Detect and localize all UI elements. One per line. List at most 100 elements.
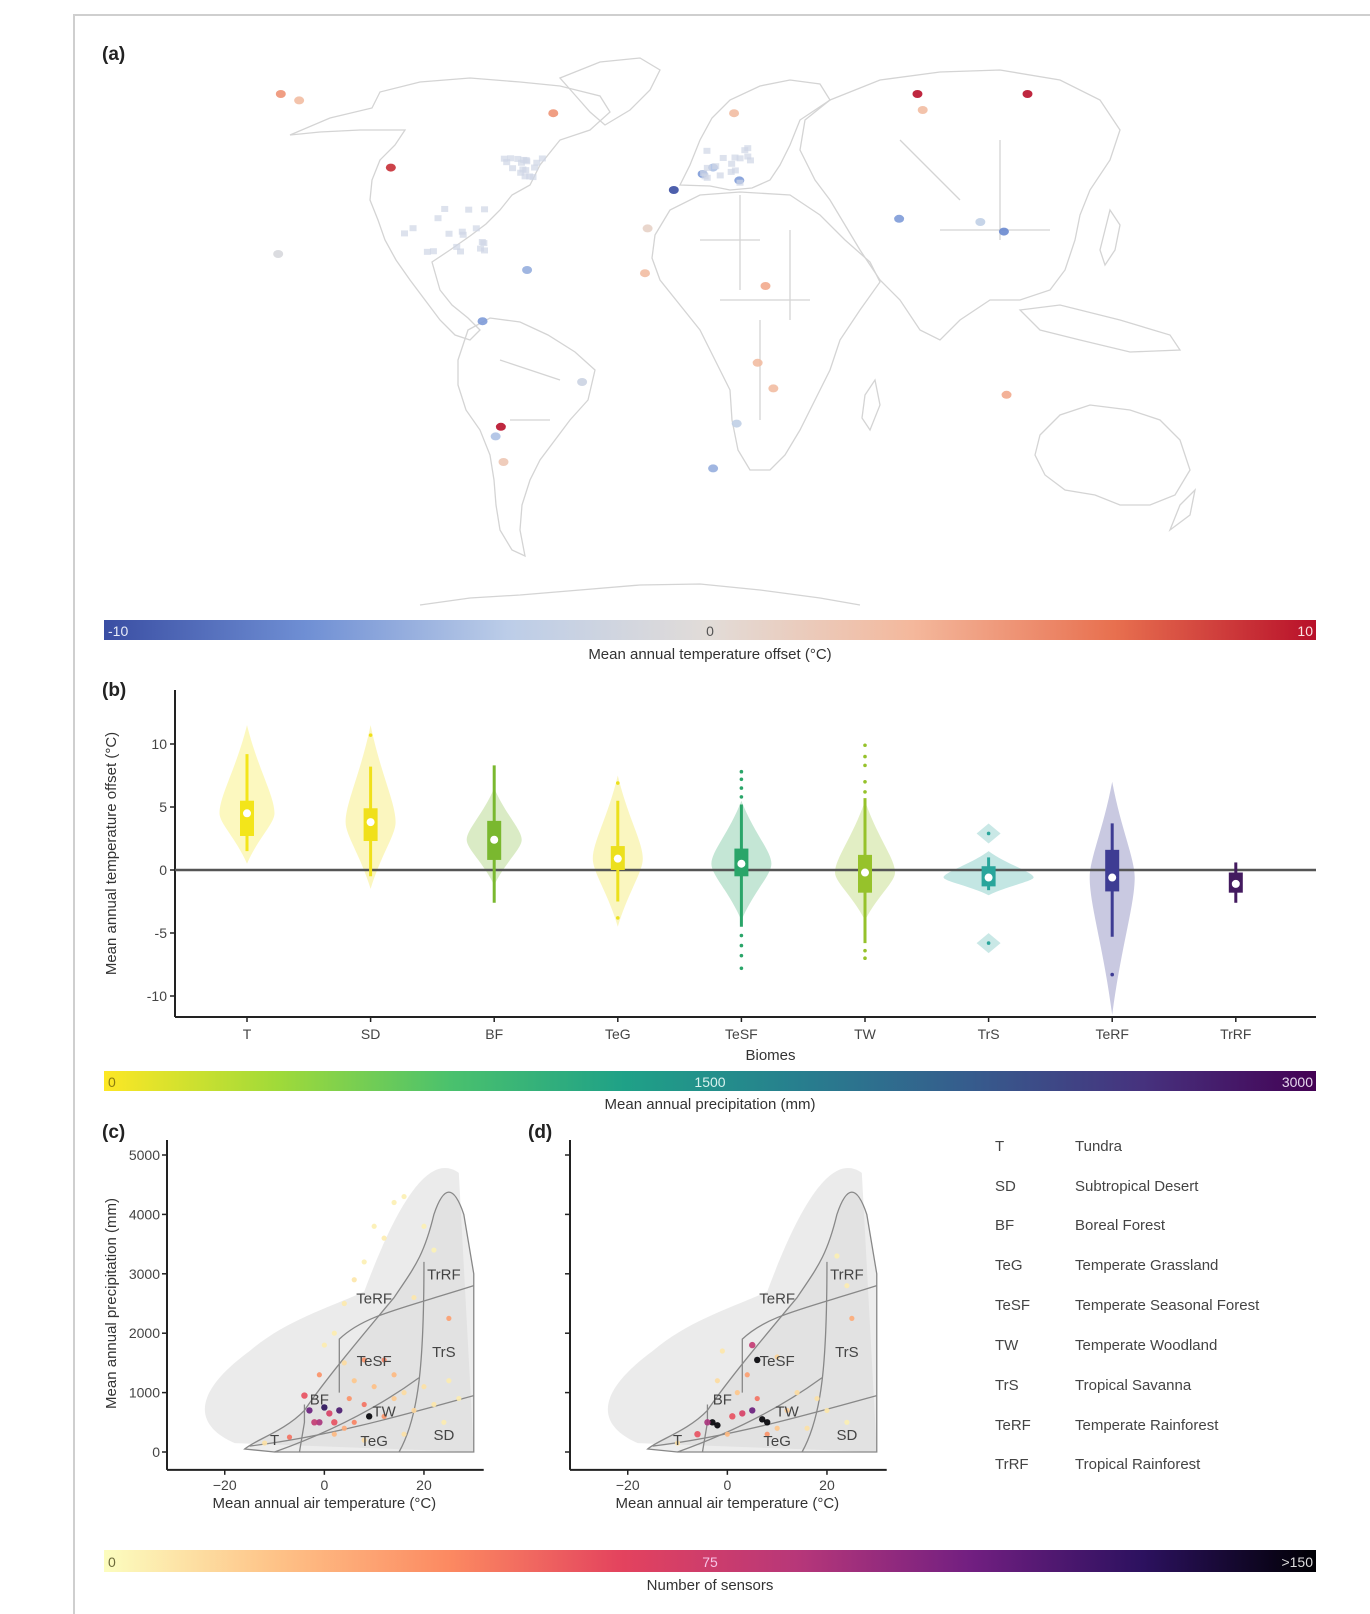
outlier-point bbox=[863, 956, 867, 960]
sensor-hex bbox=[401, 1390, 406, 1395]
outlier-point bbox=[987, 832, 991, 836]
legend-name: Tropical Rainforest bbox=[1075, 1456, 1200, 1473]
sensor-hex bbox=[336, 1407, 342, 1413]
sensor-hex bbox=[421, 1224, 426, 1229]
map-sensor-cluster bbox=[999, 228, 1009, 236]
map-coverage-cell bbox=[465, 207, 472, 213]
asia-outline bbox=[800, 70, 1120, 340]
sensor-hex bbox=[401, 1432, 406, 1437]
sensor-hex bbox=[411, 1408, 416, 1413]
outlier-point bbox=[740, 954, 744, 958]
biome-label-TeRF: TeRF bbox=[759, 1291, 795, 1308]
outlier-point bbox=[863, 949, 867, 953]
x-tick-label: 20 bbox=[416, 1477, 432, 1493]
biome-label-T: T bbox=[270, 1432, 279, 1449]
sensor-hex bbox=[441, 1420, 446, 1425]
sensor-hex bbox=[421, 1384, 426, 1389]
map-coverage-cell bbox=[424, 249, 431, 255]
x-tick-label: TeG bbox=[605, 1026, 631, 1042]
sensor-hex bbox=[352, 1378, 357, 1383]
sensor-hex bbox=[446, 1378, 451, 1383]
sensor-hex bbox=[326, 1410, 332, 1416]
biome-label-TeRF: TeRF bbox=[356, 1291, 392, 1308]
biome-label-T: T bbox=[673, 1432, 682, 1449]
map-coverage-cell bbox=[479, 239, 486, 245]
legend-name: Temperate Seasonal Forest bbox=[1075, 1297, 1259, 1314]
legend-name: Temperate Grassland bbox=[1075, 1257, 1218, 1274]
africa-outline bbox=[652, 192, 880, 470]
biome-label-TeSF: TeSF bbox=[760, 1353, 795, 1370]
map-coverage-cell bbox=[435, 215, 442, 221]
x-tick-label: −20 bbox=[616, 1477, 640, 1493]
sensor-hex bbox=[764, 1419, 770, 1425]
sensor-hex bbox=[456, 1396, 461, 1401]
y-axis-title: Mean annual precipitation (mm) bbox=[103, 1198, 120, 1409]
outlier-point bbox=[740, 786, 744, 790]
sensor-hex bbox=[362, 1259, 367, 1264]
map-coverage-cell bbox=[441, 206, 448, 212]
sensor-hex bbox=[287, 1435, 292, 1440]
map-coverage-cell bbox=[533, 160, 540, 166]
sensor-hex bbox=[704, 1419, 710, 1425]
sensor-hex bbox=[694, 1431, 700, 1437]
y-tick-label: 0 bbox=[152, 1444, 160, 1460]
map-sensor-cluster bbox=[640, 269, 650, 277]
sensor-hex bbox=[755, 1396, 760, 1401]
sensor-hex bbox=[411, 1295, 416, 1300]
sensor-hex bbox=[824, 1408, 829, 1413]
map-coverage-cell bbox=[728, 161, 735, 167]
outlier-point bbox=[616, 781, 620, 785]
box-TeRF bbox=[1105, 850, 1119, 892]
map-coverage-cell bbox=[430, 248, 437, 254]
biome-label-TeG: TeG bbox=[360, 1433, 388, 1450]
map-sensor-cluster bbox=[894, 215, 904, 223]
legend-abbr: TeSF bbox=[995, 1297, 1030, 1314]
map-coverage-cell bbox=[731, 155, 738, 161]
outlier-point bbox=[740, 934, 744, 938]
y-tick-label: 4000 bbox=[129, 1206, 160, 1222]
y-tick-label: -10 bbox=[147, 988, 167, 1004]
map-coverage-cell bbox=[712, 163, 719, 169]
y-tick-label: 1000 bbox=[129, 1385, 160, 1401]
y-tick-label: 3000 bbox=[129, 1266, 160, 1282]
outlier-point bbox=[1110, 973, 1114, 977]
x-tick-label: −20 bbox=[213, 1477, 237, 1493]
outlier-point bbox=[740, 770, 744, 774]
sensor-hex bbox=[720, 1348, 725, 1353]
map-sensor-cluster bbox=[732, 420, 742, 428]
x-tick-label: TrRF bbox=[1220, 1026, 1251, 1042]
map-sensor-cluster bbox=[643, 224, 653, 232]
x-tick-label: 0 bbox=[320, 1477, 328, 1493]
map-coverage-cell bbox=[744, 153, 751, 159]
outlier-point bbox=[863, 764, 867, 768]
sensor-hex bbox=[342, 1360, 347, 1365]
violin-x-axis-title: Biomes bbox=[745, 1047, 795, 1064]
outlier-point bbox=[616, 916, 620, 920]
sensor-hex bbox=[352, 1420, 357, 1425]
map-sensor-cluster bbox=[708, 464, 718, 472]
map-sensor-cluster bbox=[669, 186, 679, 194]
sensor-hex bbox=[834, 1253, 839, 1258]
sensor-hex bbox=[725, 1432, 730, 1437]
y-tick-label: 0 bbox=[159, 862, 167, 878]
median-TeG bbox=[614, 855, 622, 863]
antarctica-outline bbox=[420, 584, 860, 605]
map-coverage-cell bbox=[704, 165, 711, 171]
map-sensor-cluster bbox=[918, 106, 928, 114]
map-sensor-cluster bbox=[1023, 90, 1033, 98]
biome-label-BF: BF bbox=[713, 1391, 732, 1408]
x-tick-label: T bbox=[243, 1026, 252, 1042]
precip-colorbar-min: 0 bbox=[108, 1074, 116, 1090]
map-coverage-cell bbox=[453, 244, 460, 250]
map-data-points bbox=[273, 90, 1032, 472]
sensor-hex bbox=[715, 1378, 720, 1383]
legend-abbr: TrRF bbox=[995, 1456, 1029, 1473]
box-T bbox=[240, 801, 254, 836]
outlier-point bbox=[863, 790, 867, 794]
temp-colorbar-title: Mean annual temperature offset (°C) bbox=[588, 646, 831, 663]
greenland-outline bbox=[560, 58, 660, 125]
map-coverage-cell bbox=[410, 225, 417, 231]
sensor-hex bbox=[332, 1432, 337, 1437]
legend-name: Subtropical Desert bbox=[1075, 1178, 1198, 1195]
map-sensor-cluster bbox=[1002, 391, 1012, 399]
